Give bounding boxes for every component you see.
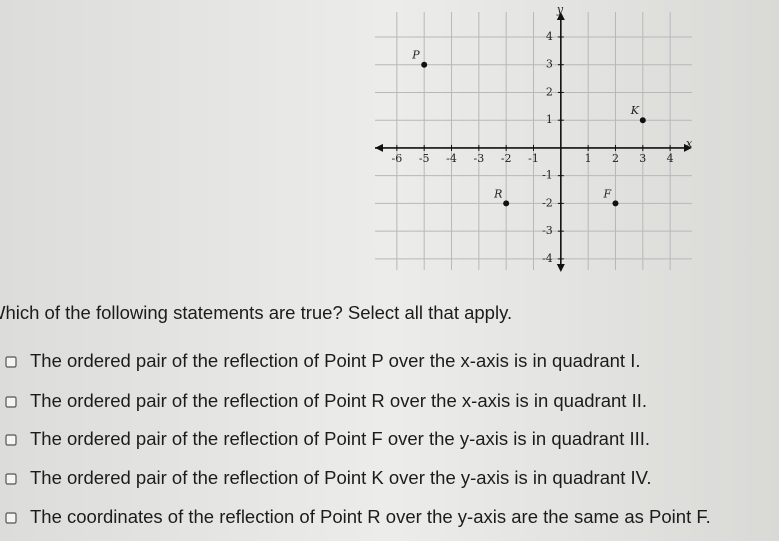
x-tick-label: -5 (419, 152, 430, 165)
x-axis-label: x (686, 137, 693, 150)
x-tick-label: 4 (667, 152, 674, 165)
checkbox[interactable] (5, 512, 17, 524)
point (503, 200, 510, 207)
question: Which of the following statements are tr… (0, 302, 512, 323)
x-tick-label: -3 (473, 152, 484, 165)
point-label: K (630, 104, 640, 117)
option-text[interactable]: The ordered pair of the reflection of Po… (30, 428, 650, 449)
option-text[interactable]: The ordered pair of the reflection of Po… (30, 467, 651, 488)
checkbox[interactable] (5, 396, 17, 408)
y-tick-label: -2 (542, 196, 553, 209)
point (612, 200, 619, 207)
option-text[interactable]: The coordinates of the reflection of Poi… (30, 506, 711, 527)
checkbox[interactable] (5, 473, 17, 485)
option-text[interactable]: The ordered pair of the reflection of Po… (30, 350, 641, 371)
point (639, 117, 646, 124)
x-tick-label: 1 (585, 152, 592, 165)
y-tick-label: -3 (542, 224, 553, 237)
option-text[interactable]: The ordered pair of the reflection of Po… (30, 390, 647, 411)
x-tick-label: 2 (612, 152, 619, 165)
point-label: F (602, 187, 611, 200)
options: The ordered pair of the reflection of Po… (5, 350, 711, 527)
y-axis-label: y (556, 3, 564, 16)
x-tick-label: -2 (501, 152, 512, 165)
x-tick-label: -1 (528, 152, 539, 165)
x-tick-label: 3 (639, 152, 646, 165)
y-tick-label: 4 (546, 30, 553, 43)
y-tick-label: -4 (542, 252, 553, 265)
point-label: P (411, 49, 420, 62)
point-label: R (493, 187, 502, 200)
checkbox[interactable] (5, 434, 17, 446)
y-tick-label: 2 (546, 85, 553, 98)
coordinate-plane: x y -6 -5 -4 -3 -2 -1 1 2 3 4 -4 -3 -2 -1 1 2 3 4 P K R F (375, 3, 693, 272)
point (421, 61, 428, 68)
x-tick-label: -4 (446, 152, 457, 165)
x-tick-label: -6 (392, 152, 403, 165)
y-tick-label: -1 (542, 169, 553, 182)
y-tick-label: 3 (546, 58, 553, 71)
y-tick-label: 1 (546, 113, 553, 126)
checkbox[interactable] (5, 356, 17, 368)
